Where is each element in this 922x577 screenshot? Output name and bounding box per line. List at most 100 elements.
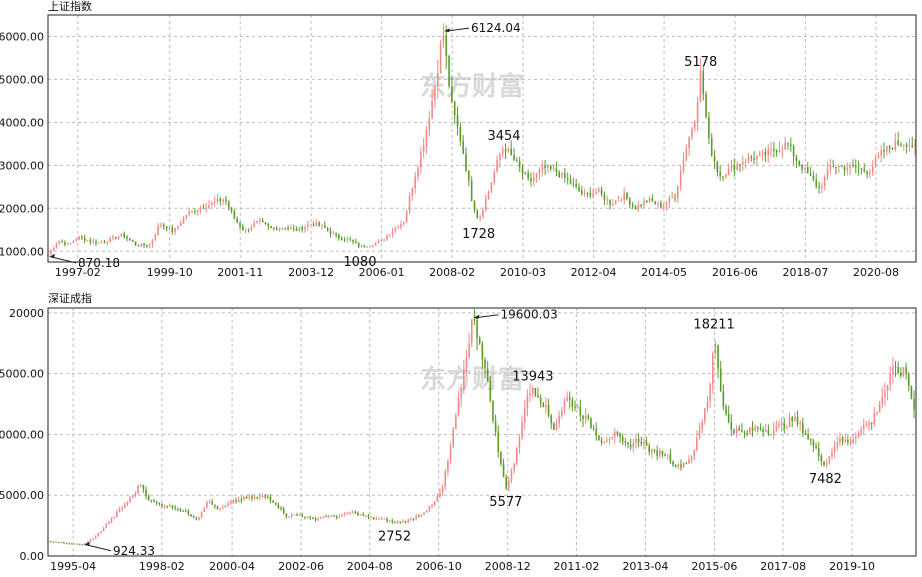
candle-body [900,372,902,376]
candle-body [826,169,829,177]
candle-body [195,517,198,520]
candle-body [677,464,680,467]
annotation-arrow [475,314,499,319]
candle-body [470,319,473,344]
candle-body [456,115,459,127]
annotation-label: 5577 [489,495,522,510]
candle-body [874,158,877,167]
candle-body [849,442,852,444]
annotation-label: 1728 [462,227,495,242]
x-tick-label: 2019-10 [829,560,875,573]
candle-body [194,210,196,212]
candle-body [836,442,839,447]
candle-body [583,192,586,194]
candle-body [868,422,870,426]
candle-body [886,146,888,152]
candle-body [264,495,266,497]
candle-body [97,533,100,537]
candle-body [725,174,727,178]
candle-body [161,503,163,507]
candle-body [643,442,645,445]
candle-body [908,145,911,147]
candle-body [801,164,803,170]
candle-body [798,160,801,165]
candle-body [151,240,154,246]
candle-body [137,245,140,247]
candle-body [264,222,267,225]
candle-body [306,517,309,519]
candle-body [555,423,558,430]
candle-body [812,440,815,447]
candle-body [64,242,66,245]
candle-body [412,518,415,520]
candle-body [92,538,94,540]
candle-body [346,238,349,240]
candle-body [685,462,688,464]
candle-body [897,367,899,373]
candle-body [402,520,404,523]
candle-body [338,516,341,518]
candle-body [174,228,176,233]
candle-body [727,168,730,175]
candle-body [335,516,338,518]
candle-body [823,461,825,466]
candle-body [110,517,113,522]
candle-body [843,166,846,171]
candle-body [185,214,188,218]
candle-body [280,507,282,509]
candle-body [680,464,682,468]
candle-body [566,397,568,401]
candle-body [76,543,78,545]
x-tick-label: 2013-04 [622,560,668,573]
candle-body [620,200,623,202]
candle-body [408,196,411,211]
candle-body [374,243,377,246]
candle-body [261,495,264,497]
candle-body [704,408,706,422]
candle-body [744,161,747,163]
x-tick-label: 1999-10 [147,266,193,279]
candle-body [116,511,118,517]
candle-body [453,101,456,116]
candle-body [444,471,447,487]
candle-body [685,148,688,160]
candle-body [428,506,431,511]
candle-body [558,172,561,177]
candle-body [616,432,619,435]
candle-body [866,171,868,175]
y-tick-label: 0.00 [20,550,45,563]
candle-body [208,501,211,503]
candle-body [578,186,580,191]
candle-body [696,102,699,122]
y-tick-label: 10000.00 [0,428,44,441]
candle-body [719,368,722,392]
candle-body [369,246,371,248]
annotation-arrowhead [83,541,90,546]
chart-title: 深证成指 [48,291,92,305]
candle-body [688,459,690,464]
candle-body [574,406,576,408]
candle-body [665,202,668,206]
candle-body [232,500,235,503]
candle-body [502,463,505,478]
candle-body [126,502,129,505]
candle-body [434,86,436,101]
candle-body [629,198,631,205]
candle-body [323,225,326,228]
candle-body [366,246,368,248]
candle-body [284,227,287,229]
candle-body [758,153,761,157]
candle-body [343,239,346,241]
candle-body [838,166,840,168]
candle-body [332,233,335,235]
candle-body [309,224,312,226]
candle-body [153,500,155,503]
candle-body [445,35,448,57]
candle-body [267,224,270,227]
candle-body [95,240,97,244]
candle-body [544,165,546,168]
candle-body [749,427,751,434]
candle-body [828,456,831,463]
candle-body [600,189,603,195]
candle-body [835,166,837,168]
